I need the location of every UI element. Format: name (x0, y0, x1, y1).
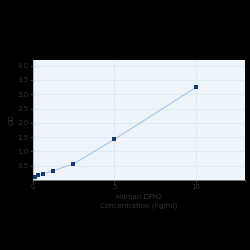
Point (36, 174, 40, 178)
Point (51, 169, 55, 173)
Y-axis label: OD: OD (8, 115, 14, 125)
Point (41, 172, 45, 176)
Point (71, 162, 75, 166)
Point (194, 86, 198, 89)
X-axis label: Human DPH2
Concentration (ng/ml): Human DPH2 Concentration (ng/ml) (100, 194, 178, 209)
Point (33, 175, 37, 179)
Point (112, 138, 116, 141)
